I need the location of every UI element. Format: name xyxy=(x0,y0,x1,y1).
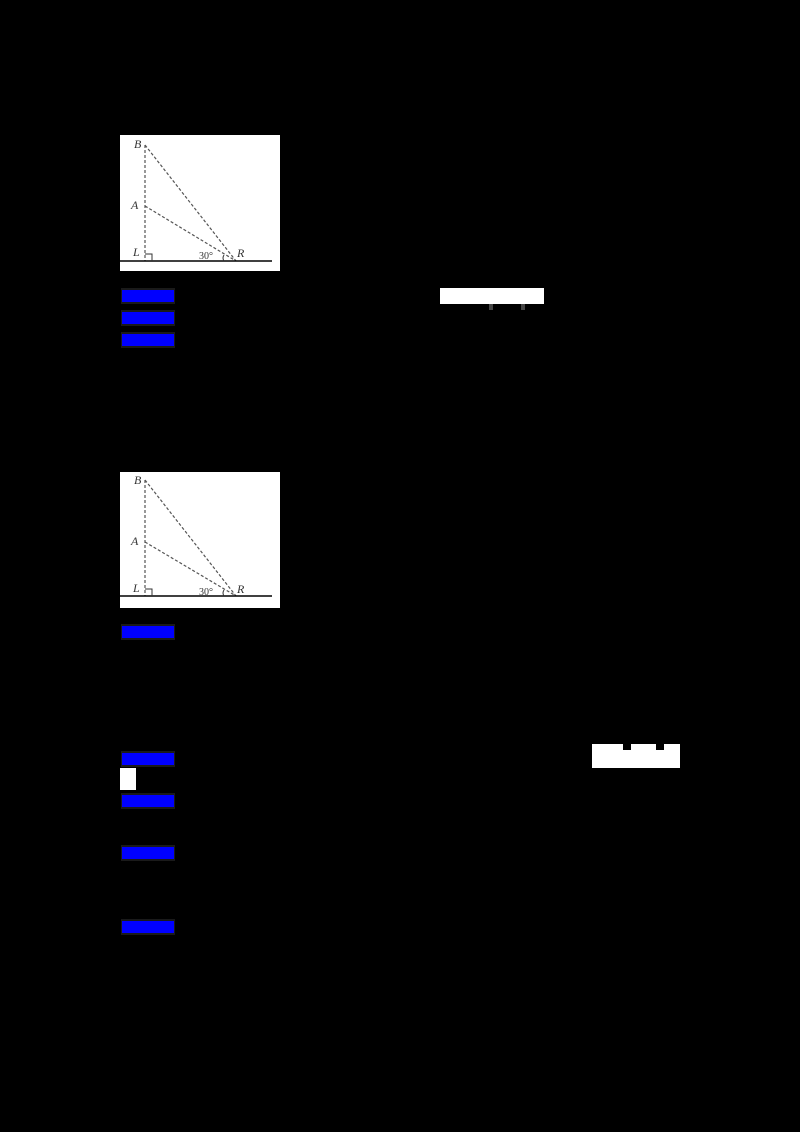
point-label-l: L xyxy=(132,581,140,595)
angle-label: 30° xyxy=(199,587,213,598)
geometry-figure-1: B A L R 30° xyxy=(120,135,280,271)
geometry-figure-2: B A L R 30° xyxy=(120,472,280,608)
point-label-b: B xyxy=(134,473,142,487)
formula-gap xyxy=(623,744,631,750)
formula-fragment xyxy=(521,304,525,310)
tag-jieda: 【解答】 xyxy=(121,845,175,861)
tag-fenxi: 【分析】 xyxy=(121,310,175,326)
tag-kaodian: 【考点】 xyxy=(121,751,175,767)
point-label-r: R xyxy=(236,246,245,260)
tag-dianping: 【点评】 xyxy=(121,919,175,935)
formula-fragment xyxy=(489,304,493,310)
tag-fenxi: 【分析】 xyxy=(121,793,175,809)
point-label-a: A xyxy=(130,198,139,212)
formula-box xyxy=(120,768,136,790)
formula-gap xyxy=(656,744,664,750)
point-label-b: B xyxy=(134,137,142,151)
tag-kaodian: 【考点】 xyxy=(121,288,175,304)
point-label-a: A xyxy=(130,534,139,548)
angle-label: 30° xyxy=(199,251,213,262)
point-label-l: L xyxy=(132,245,140,259)
tag-dianping: 【点评】 xyxy=(121,624,175,640)
point-label-r: R xyxy=(236,582,245,596)
formula-box xyxy=(592,744,680,768)
formula-box xyxy=(440,288,544,304)
tag-jieda: 【解答】 xyxy=(121,332,175,348)
